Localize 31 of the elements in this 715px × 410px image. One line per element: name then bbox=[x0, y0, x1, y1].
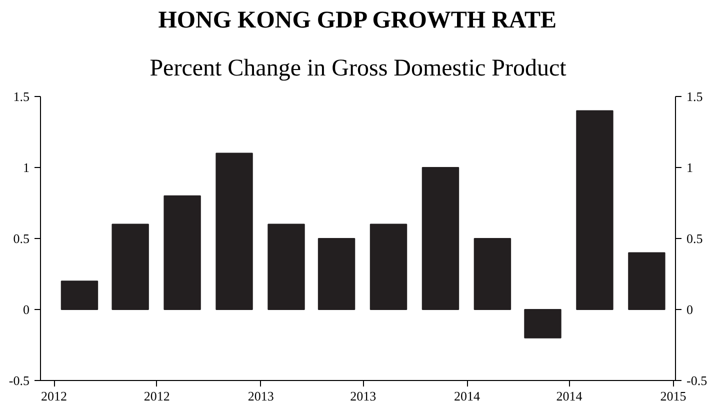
bar bbox=[60, 280, 98, 310]
y-tick-label: 0 bbox=[23, 302, 30, 317]
bar bbox=[524, 309, 562, 338]
y2-tick-label: 0 bbox=[686, 302, 693, 317]
x-tick-label: 2012 bbox=[144, 388, 170, 404]
x-tick-label: 2015 bbox=[660, 388, 686, 404]
y2-tick-label: -0.5 bbox=[686, 373, 708, 388]
x-tick-label: 2014 bbox=[556, 388, 583, 404]
x-tick-label: 2014 bbox=[454, 388, 481, 404]
y-tick-label: 1 bbox=[23, 160, 30, 175]
bar bbox=[318, 238, 356, 310]
y2-tick-label: 1 bbox=[686, 160, 693, 175]
bar bbox=[370, 224, 408, 310]
y-tick-label: 1.5 bbox=[13, 89, 30, 104]
bar bbox=[474, 238, 512, 310]
x-tick-label: 2013 bbox=[248, 388, 274, 404]
y-tick-label: -0.5 bbox=[8, 373, 30, 388]
y2-tick-label: 0.5 bbox=[686, 231, 703, 246]
bar bbox=[628, 252, 666, 310]
y-tick-label: 0.5 bbox=[13, 231, 30, 246]
bar bbox=[576, 110, 614, 310]
bar bbox=[112, 224, 149, 310]
bar bbox=[268, 224, 305, 310]
chart-title: HONG KONG GDP GROWTH RATE bbox=[158, 8, 556, 34]
bar bbox=[164, 195, 201, 310]
bar bbox=[216, 152, 253, 310]
chart-subtitle: Percent Change in Gross Domestic Product bbox=[150, 56, 567, 82]
x-tick-label: 2012 bbox=[41, 388, 68, 404]
y2-tick-label: 1.5 bbox=[686, 89, 703, 104]
bar bbox=[422, 167, 460, 310]
x-tick-label: 2013 bbox=[350, 388, 376, 404]
